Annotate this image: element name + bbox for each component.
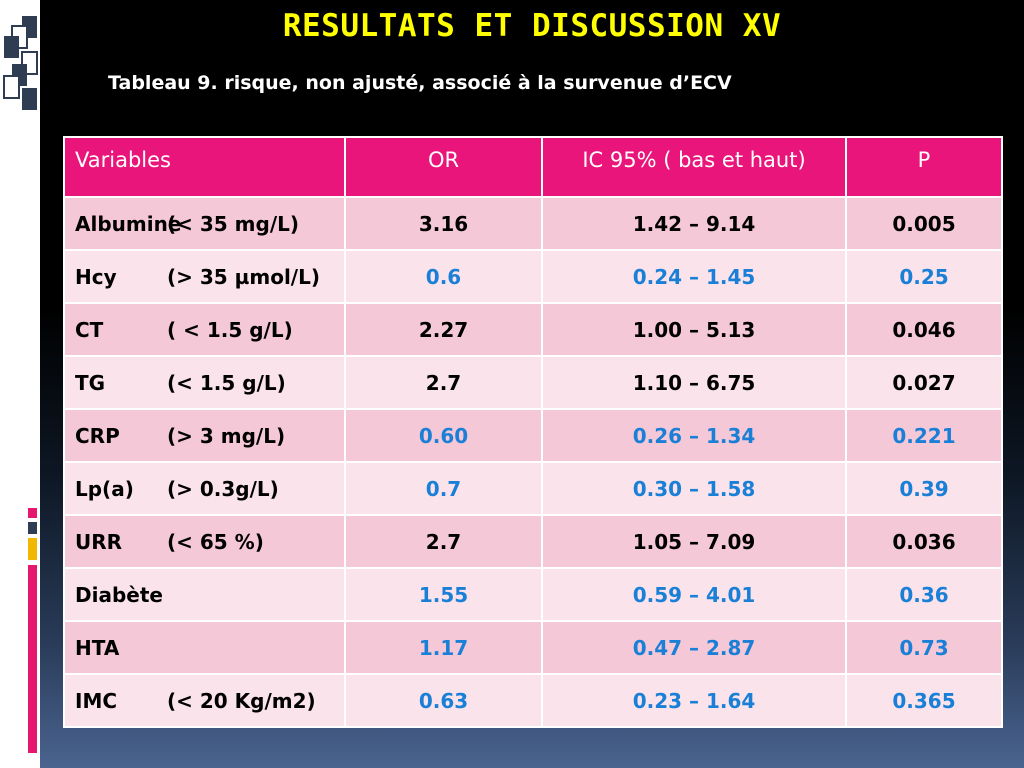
- cell-or: 0.60: [344, 408, 543, 463]
- document-stack-icon: [3, 16, 38, 110]
- table-row: TG (< 1.5 g/L) 2.7 1.10 – 6.75 0.027: [63, 355, 1003, 410]
- variable-criterion: (< 35 mg/L): [167, 211, 300, 236]
- cell-or: 2.7: [344, 355, 543, 410]
- variable-name: Hcy: [75, 264, 117, 289]
- variable-name: HTA: [75, 635, 120, 660]
- cell-variable: Diabète: [63, 567, 346, 622]
- header-ic: IC 95% ( bas et haut): [541, 136, 847, 198]
- cell-ic: 1.00 – 5.13: [541, 302, 847, 357]
- table-row: CT ( < 1.5 g/L) 2.27 1.00 – 5.13 0.046: [63, 302, 1003, 357]
- table-row: URR (< 65 %) 2.7 1.05 – 7.09 0.036: [63, 514, 1003, 569]
- variable-name: Albumine: [75, 211, 182, 236]
- cell-variable: Lp(a) (> 0.3g/L): [63, 461, 346, 516]
- variable-name: CT: [75, 317, 104, 342]
- header-variables: Variables: [63, 136, 346, 198]
- cell-or: 3.16: [344, 196, 543, 251]
- cell-or: 2.27: [344, 302, 543, 357]
- cell-variable: HTA: [63, 620, 346, 675]
- cell-p: 0.005: [845, 196, 1003, 251]
- variable-name: URR: [75, 529, 123, 554]
- cell-or: 1.17: [344, 620, 543, 675]
- cell-ic: 0.24 – 1.45: [541, 249, 847, 304]
- variable-criterion: ( < 1.5 g/L): [167, 317, 293, 342]
- cell-p: 0.39: [845, 461, 1003, 516]
- accent-bar-pink-long: [28, 565, 37, 753]
- cell-or: 2.7: [344, 514, 543, 569]
- accent-bar-pink-small: [28, 508, 37, 518]
- variable-criterion: (> 0.3g/L): [167, 476, 279, 501]
- cell-ic: 0.30 – 1.58: [541, 461, 847, 516]
- cell-variable: Albumine(< 35 mg/L): [63, 196, 346, 251]
- cell-ic: 1.42 – 9.14: [541, 196, 847, 251]
- cell-p: 0.046: [845, 302, 1003, 357]
- cell-variable: CRP (> 3 mg/L): [63, 408, 346, 463]
- cell-p: 0.027: [845, 355, 1003, 410]
- risk-table: Variables OR IC 95% ( bas et haut) P Alb…: [63, 136, 1003, 728]
- variable-criterion: (< 65 %): [167, 529, 264, 554]
- cell-variable: TG (< 1.5 g/L): [63, 355, 346, 410]
- cell-ic: 1.10 – 6.75: [541, 355, 847, 410]
- accent-bar-navy: [28, 522, 37, 534]
- cell-or: 0.6: [344, 249, 543, 304]
- table-caption: Tableau 9. risque, non ajusté, associé à…: [108, 72, 732, 94]
- table-header-row: Variables OR IC 95% ( bas et haut) P: [63, 136, 1003, 198]
- cell-p: 0.365: [845, 673, 1003, 728]
- table-row: Lp(a) (> 0.3g/L) 0.7 0.30 – 1.58 0.39: [63, 461, 1003, 516]
- accent-bar-yellow: [28, 538, 37, 560]
- cell-p: 0.221: [845, 408, 1003, 463]
- header-p: P: [845, 136, 1003, 198]
- variable-criterion: (> 3 mg/L): [167, 423, 286, 448]
- header-or: OR: [344, 136, 543, 198]
- variable-criterion: (< 20 Kg/m2): [167, 688, 316, 713]
- cell-p: 0.25: [845, 249, 1003, 304]
- left-decor-strip: [0, 0, 40, 768]
- cell-ic: 1.05 – 7.09: [541, 514, 847, 569]
- variable-name: CRP: [75, 423, 120, 448]
- cell-or: 0.7: [344, 461, 543, 516]
- cell-or: 0.63: [344, 673, 543, 728]
- cell-ic: 0.47 – 2.87: [541, 620, 847, 675]
- cell-variable: CT ( < 1.5 g/L): [63, 302, 346, 357]
- variable-name: TG: [75, 370, 106, 395]
- cell-p: 0.36: [845, 567, 1003, 622]
- slide-title: RESULTATS ET DISCUSSION XV: [282, 8, 782, 44]
- cell-variable: Hcy (> 35 µmol/L): [63, 249, 346, 304]
- cell-p: 0.73: [845, 620, 1003, 675]
- cell-p: 0.036: [845, 514, 1003, 569]
- cell-variable: IMC (< 20 Kg/m2): [63, 673, 346, 728]
- variable-criterion: (< 1.5 g/L): [167, 370, 286, 395]
- variable-name: Lp(a): [75, 476, 134, 501]
- table-row: Albumine(< 35 mg/L) 3.16 1.42 – 9.14 0.0…: [63, 196, 1003, 251]
- table-row: HTA 1.17 0.47 – 2.87 0.73: [63, 620, 1003, 675]
- variable-name: IMC: [75, 688, 118, 713]
- cell-variable: URR (< 65 %): [63, 514, 346, 569]
- table-row: CRP (> 3 mg/L) 0.60 0.26 – 1.34 0.221: [63, 408, 1003, 463]
- table-row: Diabète 1.55 0.59 – 4.01 0.36: [63, 567, 1003, 622]
- variable-criterion: (> 35 µmol/L): [167, 264, 320, 289]
- variable-name: Diabète: [75, 582, 163, 607]
- table-row: Hcy (> 35 µmol/L) 0.6 0.24 – 1.45 0.25: [63, 249, 1003, 304]
- table-row: IMC (< 20 Kg/m2) 0.63 0.23 – 1.64 0.365: [63, 673, 1003, 728]
- cell-ic: 0.59 – 4.01: [541, 567, 847, 622]
- cell-or: 1.55: [344, 567, 543, 622]
- cell-ic: 0.23 – 1.64: [541, 673, 847, 728]
- cell-ic: 0.26 – 1.34: [541, 408, 847, 463]
